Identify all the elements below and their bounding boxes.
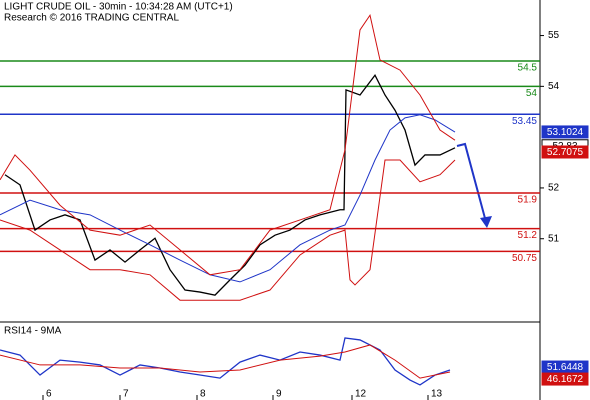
series-line [0,337,451,386]
level-label: 50.75 [512,253,537,264]
series-line [0,344,451,379]
x-tick-label: 9 [276,389,282,400]
series-line [0,159,456,301]
y-tick-label: 52 [548,183,560,194]
last-value-box [541,372,589,386]
x-tick-label: 12 [355,389,367,400]
last-value-label: 52.7075 [547,147,584,158]
level-label: 54 [526,88,538,99]
level-label: 51.2 [518,230,538,241]
chart-title: LIGHT CRUDE OIL - 30min - 10:34:28 AM (U… [4,2,233,13]
last-value-box [541,125,589,139]
x-tick-label: 8 [200,389,206,400]
last-value-box [541,145,589,159]
x-tick-label: 7 [123,389,129,400]
x-tick-label: 13 [431,389,443,400]
level-label: 51.9 [518,195,538,206]
last-value-label: 51.6448 [547,362,584,373]
y-tick-label: 51 [548,233,560,244]
y-tick-label: 54 [548,81,560,92]
forecast-arrow [456,142,492,228]
y-tick-label: 55 [548,30,560,41]
last-value-label: 46.1672 [547,374,584,385]
chart-subtitle: Research © 2016 TRADING CENTRAL [4,13,179,24]
level-label: 54.5 [518,63,538,74]
last-value-label: 53.1024 [547,127,584,138]
panel-title: RSI14 - 9MA [4,326,62,337]
series-line [4,73,456,296]
x-tick-label: 6 [46,389,52,400]
level-label: 53.45 [512,116,537,127]
series-line [0,114,456,283]
series-line [0,14,456,276]
